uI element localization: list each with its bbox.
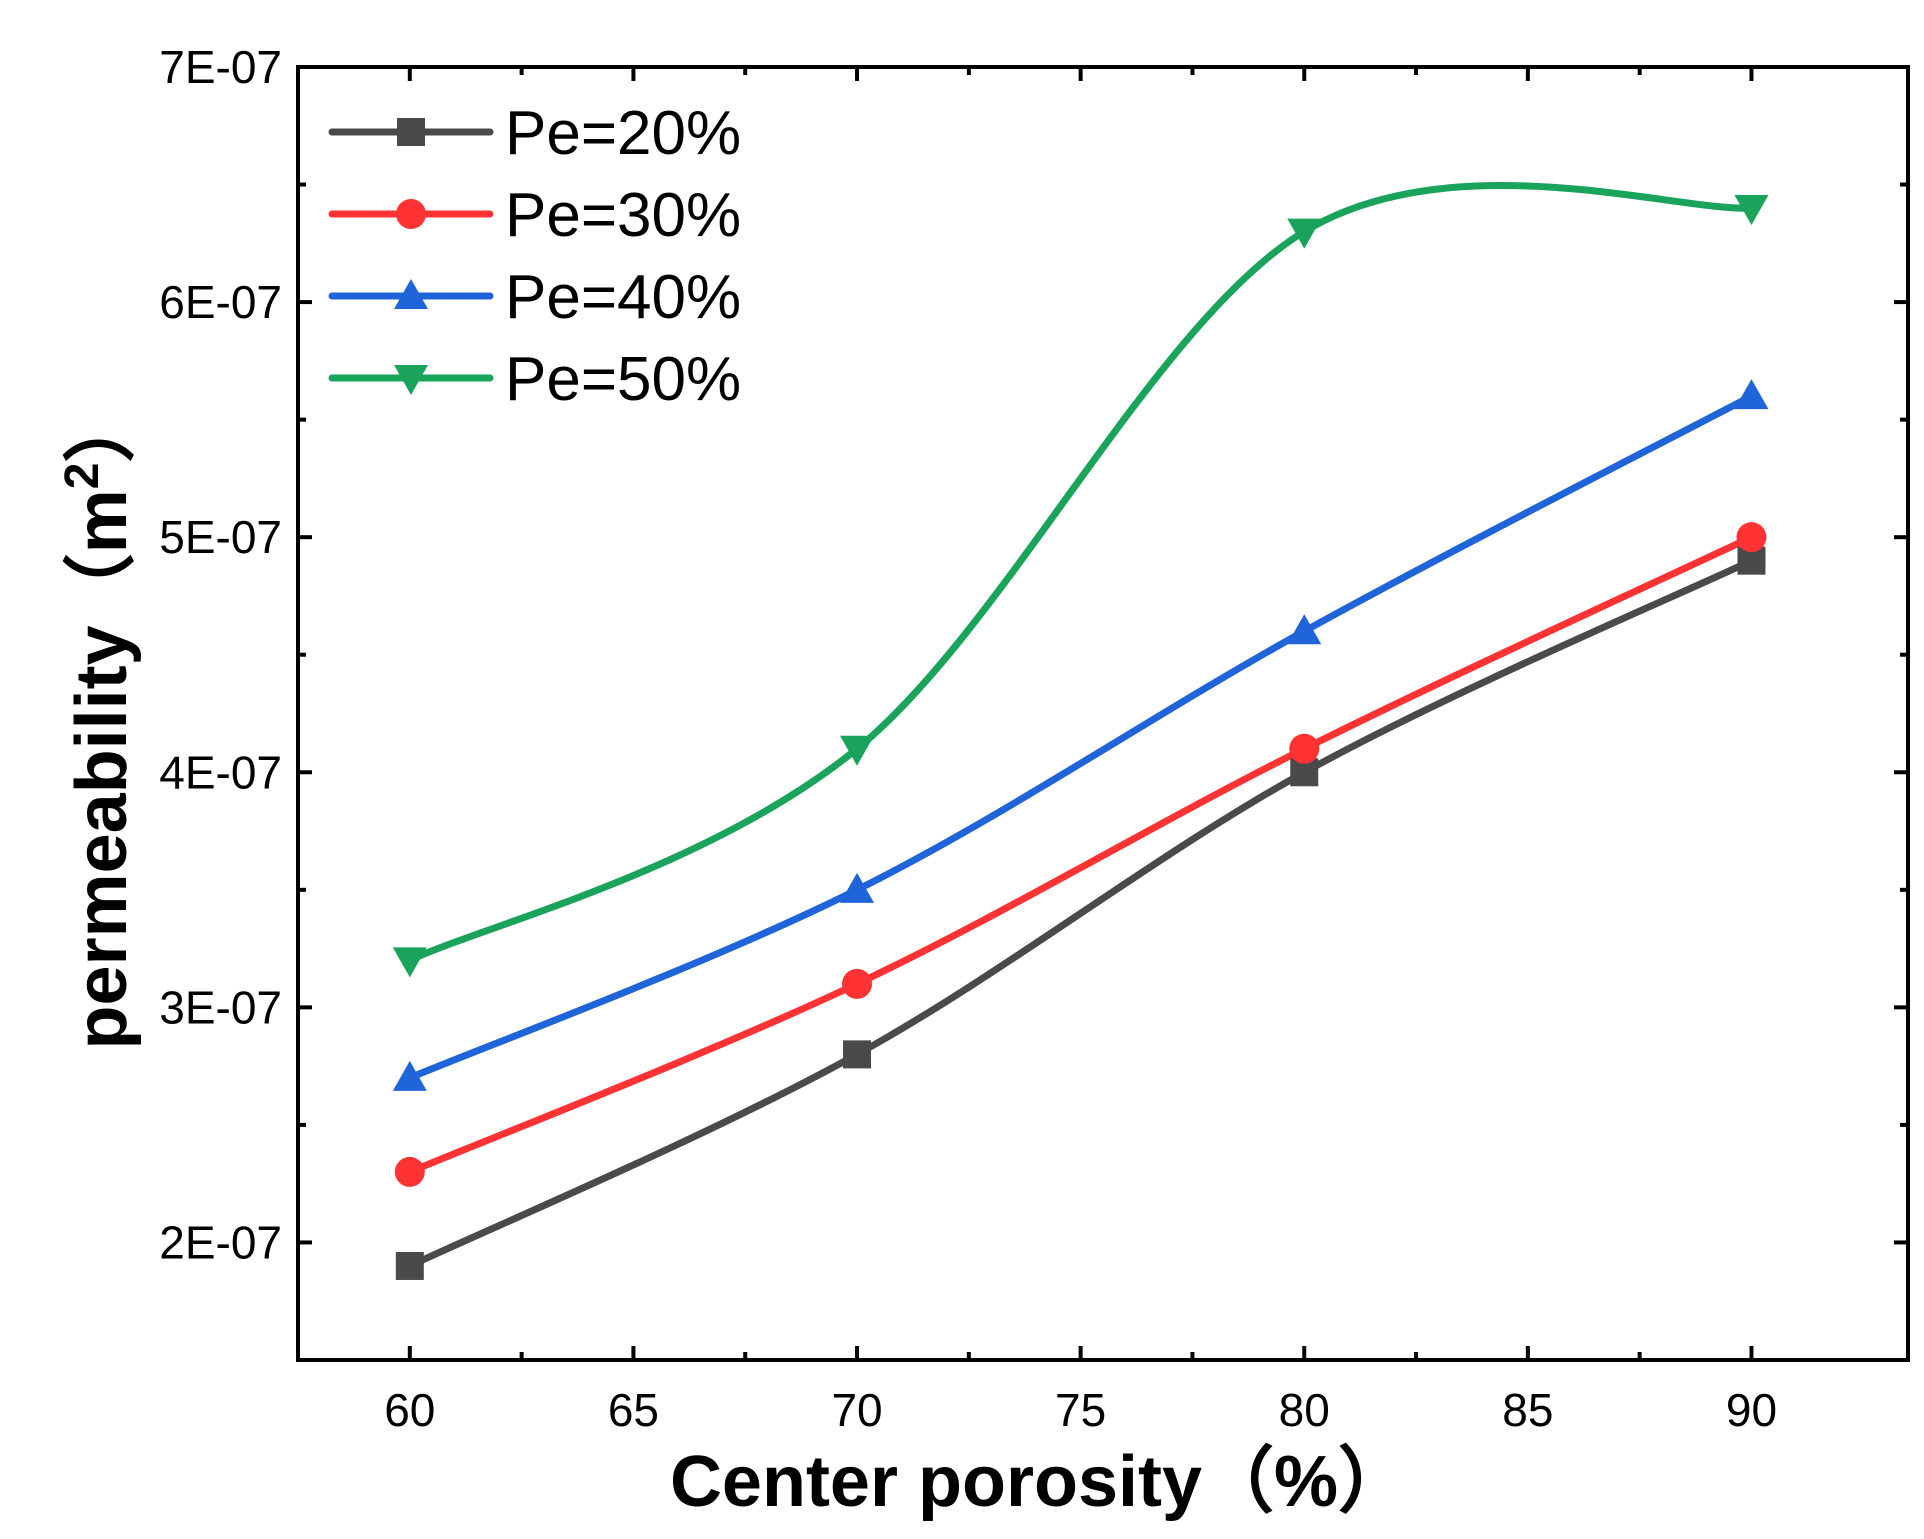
y-axis-title-superscript: 2 bbox=[56, 463, 109, 490]
x-axis-title: Center porosity（%） bbox=[670, 1442, 1410, 1522]
svg-text:permeability（m2）: permeability（m2） bbox=[56, 391, 142, 1050]
x-tick-label: 85 bbox=[1502, 1384, 1553, 1436]
data-point-series-1 bbox=[843, 1040, 872, 1069]
legend-label-4: Pe=50% bbox=[505, 345, 741, 414]
data-point-series-3 bbox=[1287, 614, 1322, 645]
y-axis-title-main: permeability（m bbox=[62, 489, 142, 1049]
y-tick-label: 4E-07 bbox=[159, 746, 282, 798]
legend-marker-2 bbox=[396, 199, 426, 229]
legend-label-2: Pe=30% bbox=[505, 181, 741, 250]
data-point-series-4 bbox=[1734, 195, 1769, 226]
series-line-4 bbox=[406, 182, 1755, 964]
data-point-series-2 bbox=[394, 1156, 425, 1187]
legend-marker-3 bbox=[394, 279, 428, 309]
data-point-series-2 bbox=[1736, 522, 1767, 553]
data-point-series-3 bbox=[840, 872, 875, 903]
y-tick-label: 2E-07 bbox=[159, 1216, 282, 1268]
data-point-series-2 bbox=[842, 968, 873, 999]
data-point-series-1 bbox=[395, 1251, 424, 1280]
legend: Pe=20% Pe=30% Pe=40% Pe=50% bbox=[328, 99, 741, 414]
data-point-series-2 bbox=[1289, 733, 1320, 764]
data-point-series-4 bbox=[840, 735, 875, 766]
y-axis-title-close: ） bbox=[62, 391, 142, 463]
series-line-2 bbox=[406, 533, 1755, 1176]
x-tick-label: 90 bbox=[1726, 1384, 1777, 1436]
x-tick-label: 65 bbox=[608, 1384, 659, 1436]
data-point-series-3 bbox=[1734, 379, 1769, 410]
series-line-1 bbox=[406, 557, 1755, 1270]
x-tick-label: 60 bbox=[384, 1384, 435, 1436]
y-tick-label: 7E-07 bbox=[159, 41, 282, 93]
y-tick-label: 5E-07 bbox=[159, 511, 282, 563]
y-axis-title: permeability（m2） bbox=[56, 391, 142, 1050]
data-point-series-4 bbox=[1287, 218, 1322, 249]
legend-marker-4 bbox=[394, 365, 428, 395]
y-tick-label: 3E-07 bbox=[159, 981, 282, 1033]
x-tick-label: 80 bbox=[1279, 1384, 1330, 1436]
x-tick-label: 70 bbox=[831, 1384, 882, 1436]
legend-label-3: Pe=40% bbox=[505, 263, 741, 332]
axis-ticks: 60 65 70 75 80 85 90 2E-07 3E-07 4E-07 5E-07 6E-07 7… bbox=[159, 41, 1908, 1436]
x-tick-label: 75 bbox=[1055, 1384, 1106, 1436]
series-markers bbox=[392, 195, 1769, 1280]
data-point-series-4 bbox=[392, 947, 427, 978]
legend-label-1: Pe=20% bbox=[505, 99, 741, 168]
data-point-series-3 bbox=[392, 1060, 427, 1091]
series-curves bbox=[406, 182, 1755, 1270]
legend-marker-1 bbox=[397, 118, 425, 146]
plot-frame bbox=[296, 65, 1910, 1362]
y-tick-label: 6E-07 bbox=[159, 276, 282, 328]
series-line-3 bbox=[406, 392, 1755, 1082]
